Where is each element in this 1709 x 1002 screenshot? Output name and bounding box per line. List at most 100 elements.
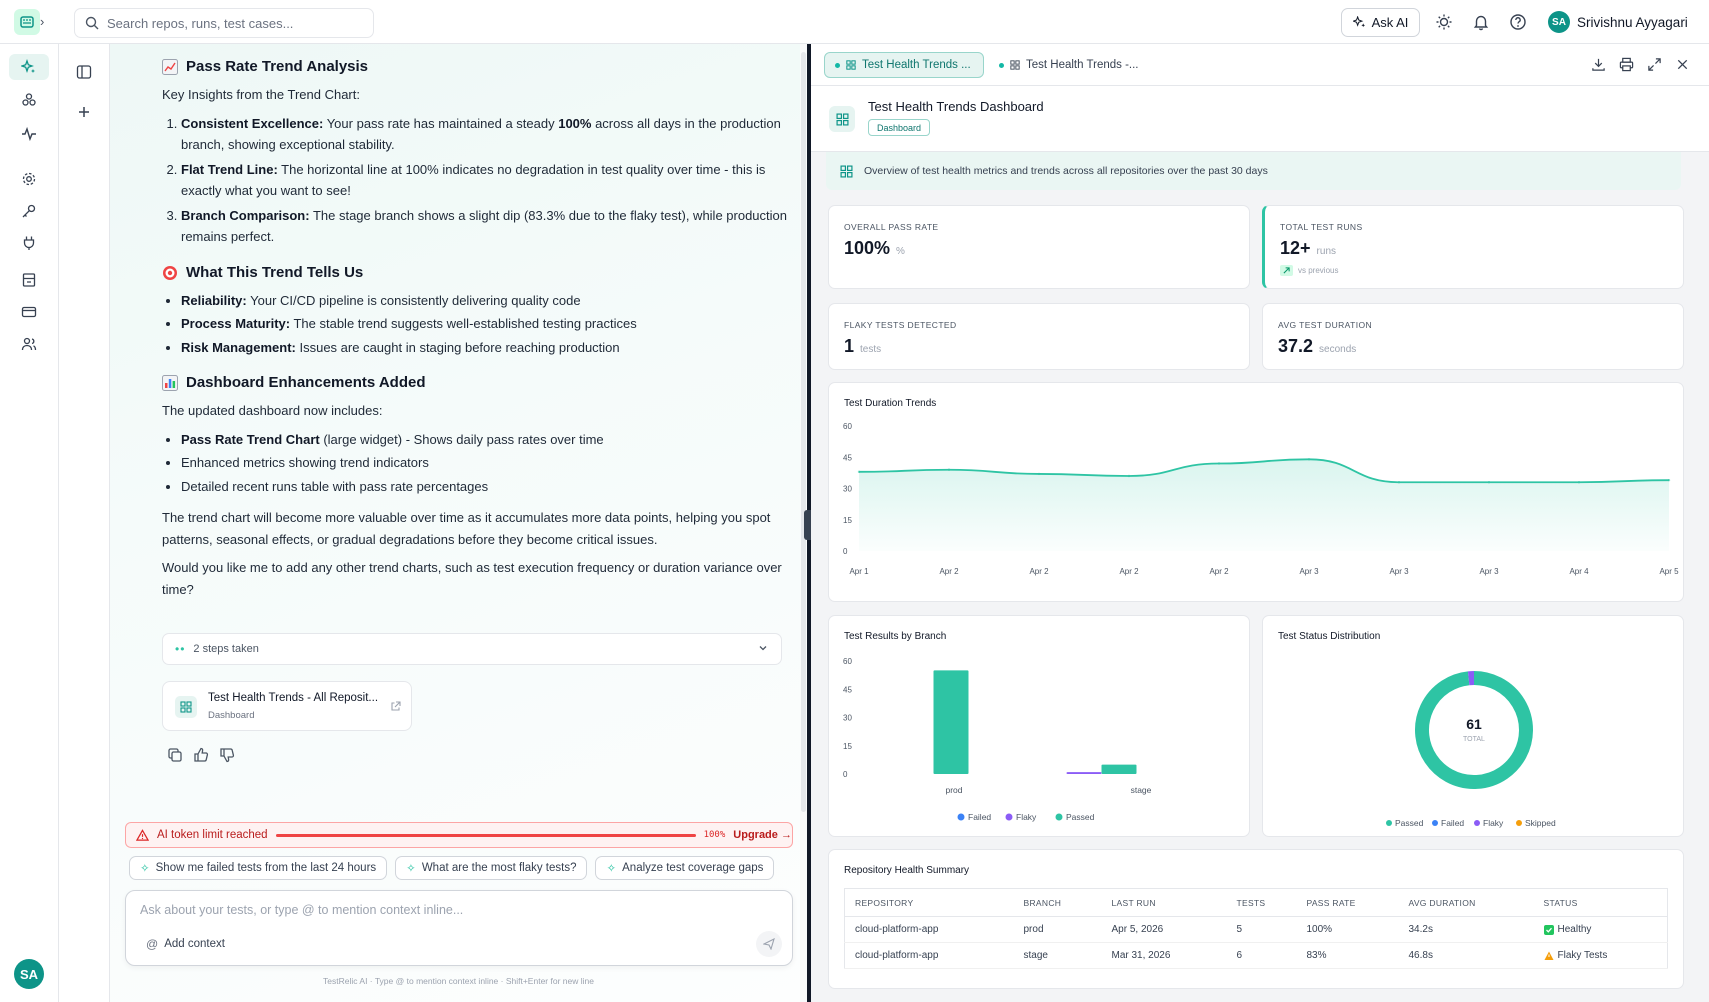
tab-dashboard-2[interactable]: Test Health Trends -... bbox=[989, 52, 1149, 78]
theme-toggle-icon[interactable] bbox=[1435, 13, 1453, 31]
chat-input[interactable]: Ask about your tests, or type @ to menti… bbox=[125, 890, 793, 966]
external-link-icon[interactable] bbox=[390, 701, 401, 712]
search-input[interactable]: Search repos, runs, test cases... bbox=[74, 8, 374, 38]
thumbs-down-icon[interactable] bbox=[219, 747, 235, 763]
chat-scrollbar[interactable] bbox=[800, 44, 807, 1002]
download-icon[interactable] bbox=[1591, 57, 1606, 72]
bell-icon[interactable] bbox=[1472, 13, 1490, 31]
section-intro: Key Insights from the Trend Chart: bbox=[162, 87, 360, 102]
message-actions bbox=[167, 747, 235, 763]
dashboard-icon bbox=[829, 106, 855, 132]
bar-chart-emoji-icon bbox=[162, 375, 178, 391]
status-distribution-chart[interactable]: 61 TOTAL Passed Failed Flaky Skipped bbox=[1263, 616, 1685, 838]
chevron-right-icon[interactable]: › bbox=[40, 14, 45, 29]
token-usage-bar bbox=[275, 833, 696, 837]
bar-flaky-stage bbox=[1066, 772, 1102, 774]
duration-area bbox=[859, 459, 1669, 551]
nav-integrations[interactable] bbox=[18, 89, 40, 111]
warning-icon bbox=[1544, 951, 1553, 960]
y-tick-label: 0 bbox=[843, 770, 848, 779]
new-chat-icon[interactable] bbox=[76, 104, 92, 120]
column-header[interactable]: TESTS bbox=[1226, 888, 1297, 917]
close-icon[interactable] bbox=[1675, 57, 1690, 72]
y-tick-label: 15 bbox=[843, 516, 852, 525]
dashboard-header: Test Health Trends Dashboard Dashboard bbox=[811, 86, 1709, 152]
column-header[interactable]: LAST RUN bbox=[1101, 888, 1227, 917]
dots-icon: •• bbox=[175, 642, 186, 656]
table-header-row: REPOSITORY BRANCH LAST RUN TESTS PASS RA… bbox=[844, 888, 1668, 917]
dashboard-icon bbox=[1010, 60, 1020, 70]
suggestion-chip[interactable]: ✧ What are the most flaky tests? bbox=[395, 856, 588, 880]
section-intro: The updated dashboard now includes: bbox=[162, 403, 383, 418]
chat-panel-bar bbox=[59, 44, 110, 1002]
paragraph: Would you like me to add any other trend… bbox=[162, 560, 782, 597]
left-rail: SA bbox=[0, 44, 59, 1002]
table-row[interactable]: cloud-platform-app prod Apr 5, 2026 5 10… bbox=[844, 916, 1668, 943]
column-header[interactable]: REPOSITORY bbox=[844, 888, 1014, 917]
column-header[interactable]: AVG DURATION bbox=[1398, 888, 1534, 917]
duration-trend-chart[interactable]: 0 15 30 45 60 Apr 1 Apr 2 Apr 2 Apr 2 Apr 2 Apr 3 A… bbox=[829, 383, 1685, 603]
slice-passed bbox=[1415, 671, 1533, 789]
nav-billing[interactable] bbox=[18, 301, 40, 323]
y-tick-label: 0 bbox=[843, 547, 848, 556]
column-header[interactable]: STATUS bbox=[1533, 888, 1668, 917]
x-tick-label: Apr 2 bbox=[1209, 567, 1229, 576]
column-header[interactable]: PASS RATE bbox=[1296, 888, 1399, 917]
app-logo[interactable] bbox=[14, 9, 40, 35]
bar-passed-prod bbox=[933, 670, 969, 774]
repository-table: REPOSITORY BRANCH LAST RUN TESTS PASS RA… bbox=[844, 888, 1668, 969]
nav-settings[interactable] bbox=[18, 168, 40, 190]
branch-results-chart[interactable]: 0 15 30 45 60 prod stage Failed Flaky Passed bbox=[829, 616, 1251, 838]
table-row[interactable]: cloud-platform-app stage Mar 31, 2026 6 … bbox=[844, 942, 1668, 969]
suggestion-chip[interactable]: ✧ Show me failed tests from the last 24 h… bbox=[129, 856, 388, 880]
help-icon[interactable] bbox=[1509, 13, 1527, 31]
avatar[interactable]: SA bbox=[14, 959, 44, 989]
send-button[interactable] bbox=[756, 931, 782, 957]
list-item: Reliability: Your CI/CD pipeline is cons… bbox=[181, 290, 792, 312]
branch-results-panel: Test Results by Branch 0 15 30 45 60 prod stag… bbox=[828, 615, 1250, 837]
nav-keys[interactable] bbox=[18, 200, 40, 222]
nav-organization[interactable] bbox=[18, 269, 40, 291]
steps-toggle[interactable]: •• 2 steps taken bbox=[162, 633, 782, 665]
limit-text: AI token limit reached bbox=[157, 829, 268, 841]
nav-team[interactable] bbox=[18, 333, 40, 355]
expand-icon[interactable] bbox=[1647, 57, 1662, 72]
data-point bbox=[1487, 481, 1491, 484]
metric-avg-duration: AVG TEST DURATION 37.2 seconds bbox=[1262, 303, 1684, 370]
upgrade-link[interactable]: Upgrade → bbox=[733, 829, 792, 841]
nav-plugins[interactable] bbox=[18, 232, 40, 254]
resize-handle[interactable] bbox=[804, 510, 814, 540]
chart-title: Test Results by Branch bbox=[844, 631, 947, 642]
data-point bbox=[1667, 478, 1671, 482]
section-heading: Pass Rate Trend Analysis bbox=[162, 56, 792, 78]
legend-swatch bbox=[1005, 813, 1013, 821]
thumbs-up-icon[interactable] bbox=[193, 747, 209, 763]
x-tick-label: Apr 3 bbox=[1479, 567, 1499, 576]
user-menu[interactable]: SA Srivishnu Ayyagari bbox=[1548, 11, 1688, 33]
card-title: Test Health Trends - All Reposit... bbox=[208, 692, 379, 704]
nav-ai-assistant[interactable] bbox=[9, 54, 49, 80]
metric-pass-rate: OVERALL PASS RATE 100%% bbox=[828, 205, 1250, 289]
logo-icon bbox=[20, 16, 34, 28]
limit-percent: 100% bbox=[703, 830, 726, 840]
steps-label: 2 steps taken bbox=[193, 643, 259, 655]
status-distribution-panel: Test Status Distribution 61 TOTAL Passed Fa… bbox=[1262, 615, 1684, 837]
print-icon[interactable] bbox=[1619, 57, 1634, 72]
dashboard-tabs: Test Health Trends ... Test Health Trend… bbox=[811, 44, 1709, 86]
search-icon bbox=[85, 16, 99, 30]
column-header[interactable]: BRANCH bbox=[1013, 888, 1102, 917]
copy-icon[interactable] bbox=[167, 747, 183, 763]
list-item: Detailed recent runs table with pass rat… bbox=[181, 476, 792, 498]
key-icon bbox=[22, 204, 36, 218]
tab-dashboard-1[interactable]: Test Health Trends ... bbox=[824, 52, 984, 78]
section-heading: Dashboard Enhancements Added bbox=[162, 372, 792, 394]
dashboard-reference-card[interactable]: Test Health Trends - All Reposit... Dash… bbox=[162, 681, 412, 731]
list-item: Flat Trend Line: The horizontal line at … bbox=[181, 159, 792, 202]
sidebar-toggle-icon[interactable] bbox=[76, 64, 92, 80]
add-context-button[interactable]: @ Add context bbox=[146, 937, 225, 951]
suggestion-chip[interactable]: ✧ Analyze test coverage gaps bbox=[595, 856, 775, 880]
ask-ai-button[interactable]: Ask AI bbox=[1341, 8, 1420, 37]
paragraph: The trend chart will become more valuabl… bbox=[162, 510, 771, 547]
metric-flaky-tests: FLAKY TESTS DETECTED 1 tests bbox=[828, 303, 1250, 370]
nav-activity[interactable] bbox=[18, 123, 40, 145]
